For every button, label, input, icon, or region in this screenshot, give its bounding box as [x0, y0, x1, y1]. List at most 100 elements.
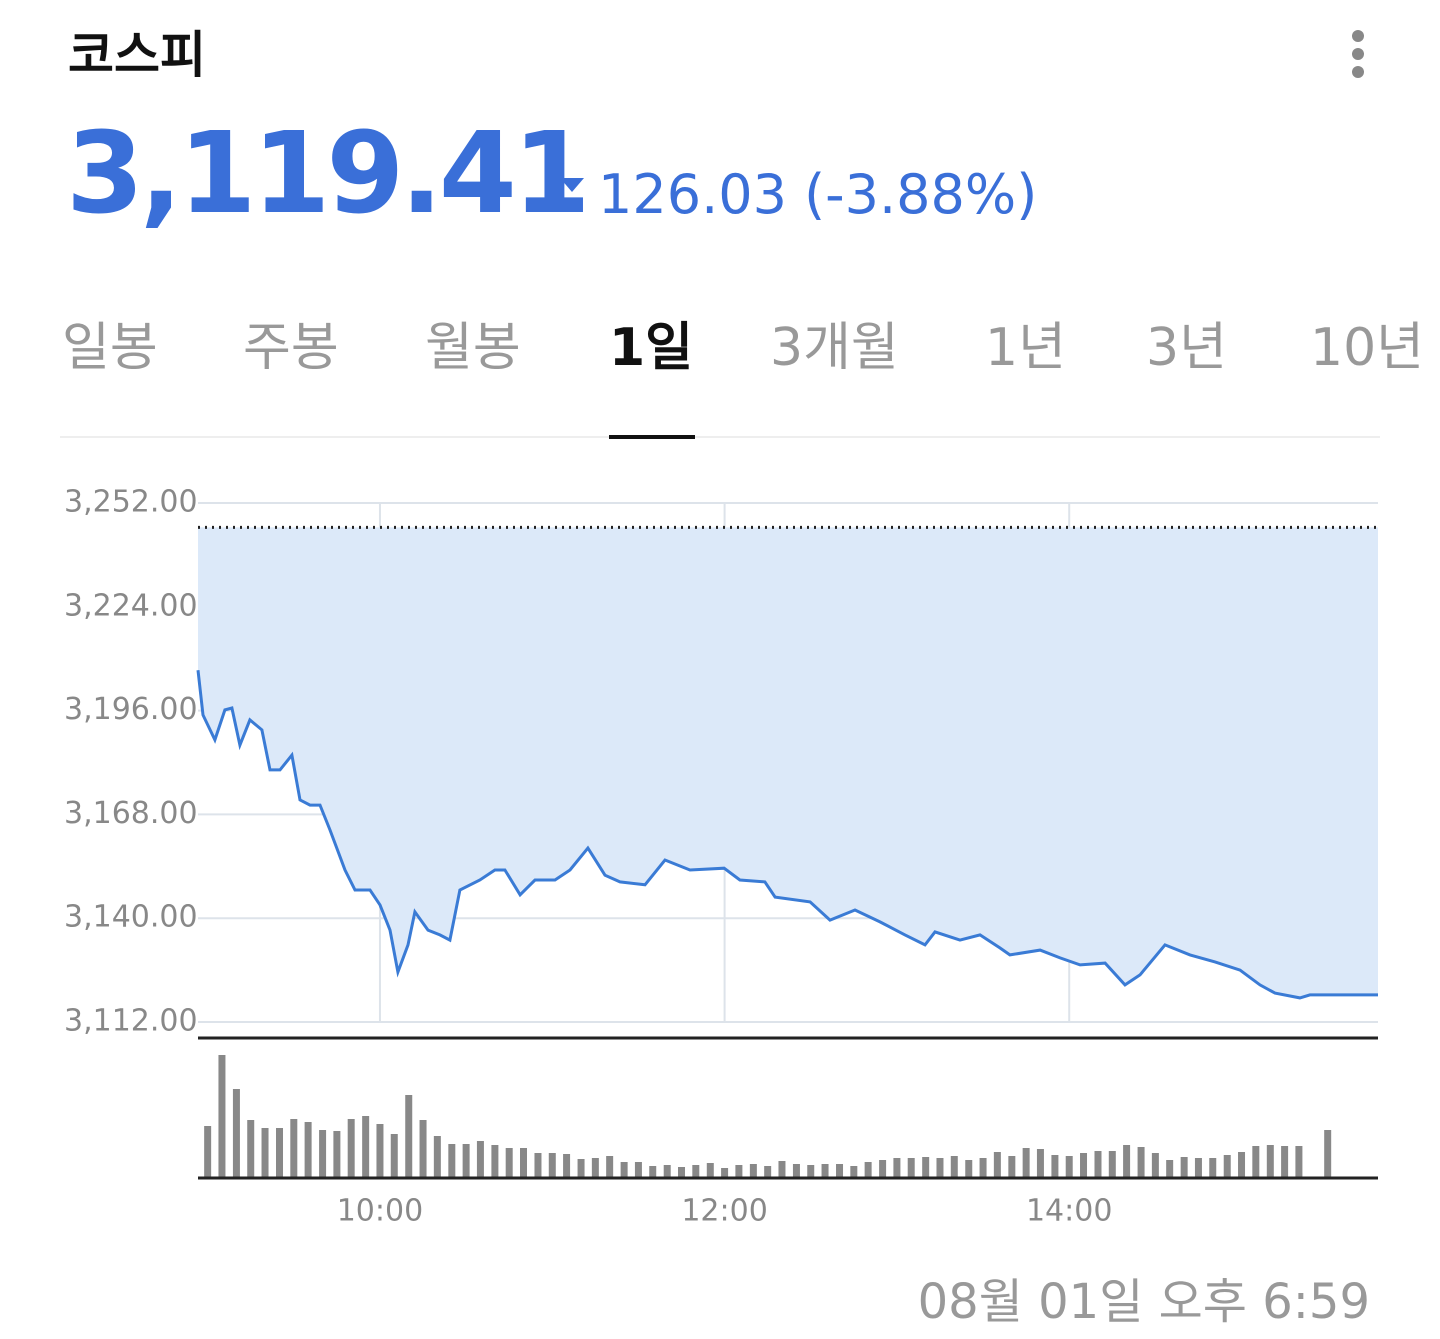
tab[interactable]: 3개월	[770, 318, 899, 378]
volume-bar	[1080, 1153, 1088, 1178]
volume-bar	[807, 1165, 815, 1178]
volume-bar	[821, 1164, 829, 1178]
volume-bar	[1295, 1146, 1303, 1178]
volume-bar	[1022, 1148, 1030, 1178]
tab[interactable]: 3년	[1146, 318, 1227, 378]
volume-bar	[850, 1166, 858, 1178]
menu-button[interactable]	[1352, 30, 1364, 78]
volume-bar	[1108, 1151, 1116, 1178]
volume-bar	[362, 1116, 370, 1178]
volume-bar	[1194, 1158, 1202, 1178]
tab[interactable]: 1일	[609, 318, 693, 378]
area-fill	[198, 527, 1378, 998]
volume-bar	[1252, 1146, 1260, 1178]
x-tick-label: 12:00	[681, 1194, 767, 1229]
volume-bar	[491, 1145, 499, 1178]
volume-bar	[276, 1128, 284, 1178]
volume-bar	[347, 1119, 355, 1178]
tab[interactable]: 월봉	[425, 318, 521, 378]
volume-bar	[1281, 1146, 1289, 1178]
volume-bar	[1051, 1155, 1059, 1178]
volume-bar	[376, 1124, 384, 1178]
volume-bar	[232, 1089, 240, 1178]
volume-bar	[433, 1136, 441, 1178]
volume-bar	[950, 1156, 958, 1178]
volume-bar	[979, 1158, 987, 1178]
volume-bar	[476, 1141, 484, 1178]
volume-bar	[261, 1128, 269, 1178]
volume-bar	[879, 1160, 887, 1178]
volume-bar	[419, 1120, 427, 1178]
tab-underline	[609, 435, 695, 439]
volume-bar	[778, 1161, 786, 1178]
y-tick-label: 3,140.00	[64, 900, 198, 935]
price-line	[196, 670, 1378, 1000]
volume-bar	[319, 1130, 327, 1178]
y-tick-label: 3,168.00	[64, 796, 198, 831]
volume-bar	[1094, 1151, 1102, 1178]
volume-bar	[893, 1158, 901, 1178]
volume-bar	[390, 1134, 398, 1178]
volume-bar	[304, 1122, 312, 1178]
title: 코스피	[68, 26, 206, 84]
volume-bar	[1123, 1145, 1131, 1178]
volume-bar	[620, 1162, 628, 1178]
volume-bar	[706, 1163, 714, 1178]
x-tick-label: 14:00	[1026, 1194, 1112, 1229]
volume-bar	[864, 1162, 872, 1178]
volume-bar	[1209, 1158, 1217, 1178]
volume-bar	[678, 1167, 686, 1178]
volume-bar	[1324, 1130, 1332, 1178]
volume-bar	[735, 1165, 743, 1178]
volume-bar	[577, 1159, 585, 1178]
volume-bar	[1180, 1157, 1188, 1178]
volume-bar	[563, 1154, 571, 1178]
change: 126.03 (-3.88%)	[598, 163, 1037, 226]
tab[interactable]: 10년	[1310, 318, 1424, 378]
volume-bar	[922, 1157, 930, 1178]
tab[interactable]: 주봉	[243, 318, 339, 378]
volume-bar	[634, 1162, 642, 1178]
volume-bar	[448, 1144, 456, 1178]
volume-bar	[836, 1164, 844, 1178]
volume-bar	[218, 1055, 226, 1178]
volume-bar	[1166, 1160, 1174, 1178]
x-tick-label: 10:00	[337, 1194, 423, 1229]
volume-bar	[1137, 1147, 1145, 1178]
volume-bar	[405, 1095, 413, 1178]
volume-bar	[1151, 1153, 1159, 1178]
volume-bar	[907, 1158, 915, 1178]
volume-bar	[591, 1158, 599, 1178]
volume-bar	[204, 1126, 212, 1178]
tab[interactable]: 일봉	[62, 318, 158, 378]
down-arrow	[560, 178, 584, 192]
volume-bar	[290, 1119, 298, 1178]
volume-bar	[505, 1148, 513, 1178]
volume-bar	[534, 1153, 542, 1178]
volume-bar	[519, 1148, 527, 1178]
volume-bar	[548, 1153, 556, 1178]
volume-bar	[462, 1144, 470, 1178]
tab[interactable]: 1년	[985, 318, 1066, 378]
volume-bar	[663, 1165, 671, 1178]
volume-bar	[692, 1165, 700, 1178]
volume-bar	[333, 1131, 341, 1178]
volume-bar	[1036, 1149, 1044, 1178]
timestamp: 08월 01일 오후 6:59	[918, 1274, 1370, 1330]
volume-bar	[965, 1160, 973, 1178]
volume-bar	[247, 1120, 255, 1178]
volume-bar	[649, 1166, 657, 1178]
y-tick-label: 3,196.00	[64, 692, 198, 727]
volume-bar	[993, 1152, 1001, 1178]
volume-bar	[606, 1156, 614, 1178]
volume-bar	[1008, 1156, 1016, 1178]
y-tick-label: 3,252.00	[64, 485, 198, 520]
price: 3,119.41	[66, 109, 587, 239]
volume-bar	[1065, 1156, 1073, 1178]
volume-bar	[1238, 1152, 1246, 1178]
volume-bar	[1223, 1155, 1231, 1178]
volume-bar	[721, 1168, 729, 1178]
volume-bar	[792, 1164, 800, 1178]
